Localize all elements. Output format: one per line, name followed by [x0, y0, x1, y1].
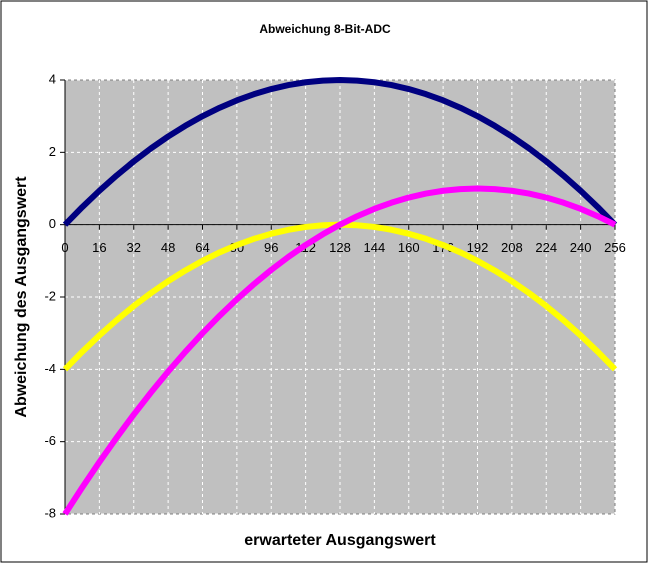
- chart-title: Abweichung 8-Bit-ADC: [259, 22, 391, 36]
- x-tick-label: 224: [535, 240, 557, 255]
- x-tick-label: 240: [570, 240, 592, 255]
- y-tick-label: 0: [49, 216, 56, 231]
- y-tick-label: -2: [44, 288, 56, 303]
- x-tick-label: 64: [195, 240, 209, 255]
- x-tick-label: 144: [364, 240, 386, 255]
- x-axis-label: erwarteter Ausgangswert: [244, 532, 436, 549]
- x-tick-label: 128: [329, 240, 351, 255]
- y-tick-label: 2: [49, 144, 56, 159]
- x-tick-label: 96: [264, 240, 278, 255]
- y-tick-label: -6: [44, 433, 56, 448]
- x-tick-label: 16: [92, 240, 106, 255]
- y-tick-label: -4: [44, 361, 56, 376]
- x-tick-label: 32: [127, 240, 141, 255]
- x-tick-label: 48: [161, 240, 175, 255]
- y-tick-label: 4: [49, 71, 56, 86]
- series-line: [62, 185, 617, 516]
- x-tick-label: 256: [604, 240, 626, 255]
- x-tick-label: 192: [467, 240, 489, 255]
- y-tick-label: -8: [44, 505, 56, 520]
- series-line: [62, 77, 618, 227]
- x-tick-label: 208: [501, 240, 523, 255]
- y-axis-label: Abweichung des Ausgangswert: [13, 176, 30, 418]
- x-tick-label: 160: [398, 240, 420, 255]
